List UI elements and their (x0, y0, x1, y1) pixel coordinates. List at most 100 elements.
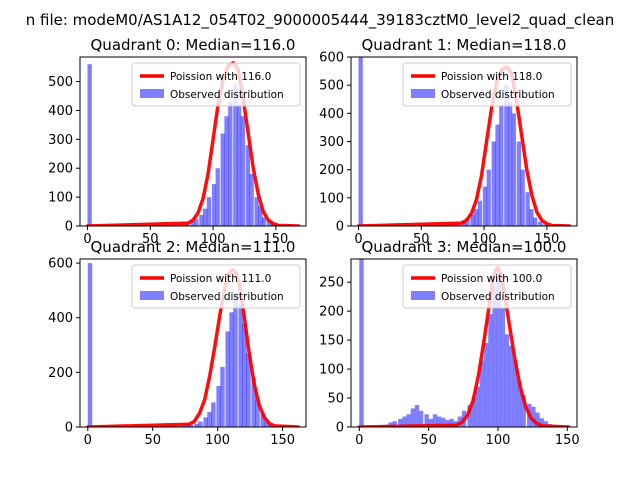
histogram-bar (238, 304, 243, 427)
axes-frame (79, 56, 307, 227)
histogram-bar (436, 416, 442, 427)
histogram-bar (496, 273, 501, 427)
x-tick-label: 0 (83, 232, 91, 247)
x-tick-label: 100 (201, 232, 226, 247)
histogram-bar (233, 293, 238, 427)
legend: Poission with 116.0 Observed distribution (131, 62, 301, 107)
histogram-bar (539, 418, 544, 427)
x-tick-label: 0 (355, 433, 363, 448)
x-tick-label: 50 (144, 433, 161, 448)
histogram-bar (190, 220, 195, 226)
y-tick-label: 0 (336, 220, 344, 235)
legend: Poission with 100.0 Observed distribution (402, 264, 572, 309)
histogram-bar (418, 410, 424, 427)
histogram-bar (398, 418, 403, 427)
y-tick-label: 400 (48, 311, 73, 326)
histogram-bar (465, 218, 470, 226)
histogram-bar (220, 366, 225, 427)
histogram-bar (260, 413, 265, 427)
histogram-bar (255, 399, 260, 427)
x-tick-label: 0 (84, 433, 92, 448)
y-tick-label: 100 (48, 191, 73, 206)
histogram-bar (206, 197, 212, 226)
histogram-bar (432, 414, 438, 427)
legend-label-observed: Observed distribution (170, 291, 284, 303)
y-tick-label: 0 (65, 421, 73, 436)
y-tick-label: 600 (319, 51, 344, 66)
y-tick-label: 100 (319, 191, 344, 206)
y-tick-label: 200 (48, 366, 73, 381)
legend-box (402, 62, 572, 107)
legend-swatch-observed (140, 89, 164, 98)
histogram-bar (495, 124, 500, 226)
histogram-bar (215, 168, 220, 226)
x-tick-label: 150 (263, 232, 288, 247)
histogram-bar (538, 221, 543, 226)
y-tick-label: 400 (319, 107, 344, 122)
y-tick-label: 50 (327, 392, 344, 407)
y-tick-label: 0 (65, 220, 73, 235)
x-tick-label: 0 (354, 232, 362, 247)
y-tick-label: 300 (48, 133, 73, 148)
legend-label-poisson: Poission with 111.0 (170, 273, 271, 285)
histogram-bar (240, 116, 245, 226)
histogram-bar (424, 414, 429, 427)
histogram-bar (504, 85, 509, 226)
y-tick-label: 100 (319, 363, 344, 378)
legend: Poission with 118.0 Observed distribution (402, 62, 572, 107)
histogram-bar (189, 424, 194, 427)
panel-title: Quadrant 1: Median=118.0 (362, 36, 567, 54)
histogram-bar (177, 224, 183, 226)
histogram-bar (249, 174, 254, 226)
histogram-bar (533, 217, 538, 226)
histogram-bar (535, 412, 540, 427)
histogram-bar (236, 104, 242, 226)
histogram-bar (445, 420, 450, 427)
histogram-bar (410, 408, 415, 427)
histogram-bar (203, 208, 208, 226)
histogram-bar (185, 425, 190, 427)
legend-box (402, 264, 572, 309)
x-tick-label: 50 (420, 433, 437, 448)
histogram-bar (482, 186, 488, 226)
histogram-bar (194, 218, 199, 226)
legend-label-observed: Observed distribution (441, 291, 555, 303)
histogram-bar (475, 386, 481, 427)
histogram-bar (509, 345, 514, 427)
histogram-bar (392, 421, 397, 427)
axes-frame (79, 258, 307, 428)
histogram-bar (220, 133, 225, 226)
histogram-bar (87, 64, 92, 226)
histogram-bar (520, 169, 525, 226)
y-tick-label: 500 (319, 79, 344, 94)
legend-label-observed: Observed distribution (170, 89, 284, 101)
figure-suptitle: n file: modeM0/AS1A12_054T02_9000005444_… (26, 11, 615, 30)
histogram-bar (402, 416, 407, 427)
histogram-bar (470, 214, 475, 226)
y-tick-label: 0 (336, 421, 344, 436)
histogram-bar (504, 334, 510, 427)
histogram-bar (254, 197, 259, 226)
y-tick-label: 600 (48, 257, 73, 272)
axes-frame (350, 258, 578, 428)
histogram-bar (428, 418, 433, 427)
legend-label-poisson: Poission with 116.0 (170, 71, 271, 83)
histogram-bar (229, 312, 234, 427)
histogram-bar (531, 406, 536, 427)
histogram-bar (449, 418, 454, 427)
histogram-bar (203, 417, 208, 427)
histogram-bar (199, 215, 204, 226)
histogram-bar (513, 360, 518, 427)
histogram-bar (258, 205, 263, 226)
x-tick-label: 50 (142, 232, 159, 247)
histogram-bar (228, 101, 233, 226)
legend-swatch-observed (411, 291, 435, 300)
x-tick-label: 150 (555, 433, 580, 448)
y-tick-label: 200 (48, 162, 73, 177)
histogram-bar (500, 308, 506, 427)
y-tick-label: 300 (319, 135, 344, 150)
y-tick-label: 200 (319, 305, 344, 320)
y-tick-label: 200 (319, 163, 344, 178)
histogram-bar (516, 141, 521, 226)
